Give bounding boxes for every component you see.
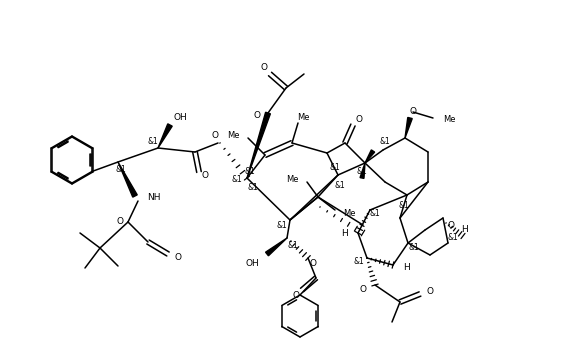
Text: Me: Me — [443, 115, 456, 125]
Polygon shape — [118, 162, 137, 197]
Polygon shape — [360, 163, 365, 178]
Text: &1: &1 — [448, 234, 458, 242]
Polygon shape — [405, 118, 412, 138]
Polygon shape — [247, 112, 270, 178]
Text: O: O — [211, 131, 219, 139]
Text: O: O — [410, 107, 416, 115]
Text: &1: &1 — [399, 200, 410, 210]
Text: &1: &1 — [148, 137, 158, 145]
Text: Me: Me — [296, 114, 309, 122]
Text: &1: &1 — [287, 241, 298, 251]
Text: O: O — [116, 217, 123, 227]
Text: &1: &1 — [357, 167, 367, 177]
Text: &1: &1 — [354, 257, 365, 266]
Text: OH: OH — [245, 258, 259, 268]
Text: &1: &1 — [245, 166, 256, 176]
Text: &1: &1 — [329, 164, 340, 172]
Text: &1: &1 — [248, 183, 258, 192]
Text: &1: &1 — [408, 242, 419, 251]
Text: NH: NH — [147, 193, 161, 201]
Text: H: H — [341, 228, 348, 238]
Text: &1: &1 — [277, 221, 287, 229]
Polygon shape — [158, 124, 172, 148]
Text: Me: Me — [286, 175, 299, 183]
Text: O: O — [174, 252, 182, 262]
Text: O: O — [427, 287, 433, 297]
Text: H: H — [461, 225, 468, 234]
Text: &1: &1 — [379, 137, 390, 147]
Polygon shape — [266, 238, 287, 256]
Text: H: H — [403, 263, 410, 272]
Text: O: O — [360, 285, 367, 295]
Text: &1: &1 — [335, 181, 345, 189]
Text: O: O — [202, 171, 208, 181]
Text: &1: &1 — [116, 166, 126, 175]
Text: O: O — [448, 221, 455, 229]
Text: O: O — [356, 115, 362, 125]
Text: OH: OH — [174, 114, 188, 122]
Text: &1: &1 — [370, 209, 381, 217]
Text: O: O — [310, 259, 316, 268]
Text: O: O — [293, 291, 299, 301]
Text: Me: Me — [228, 131, 240, 139]
Text: O: O — [261, 63, 268, 73]
Polygon shape — [365, 150, 375, 163]
Text: &1: &1 — [232, 176, 243, 184]
Text: Me: Me — [343, 209, 356, 217]
Text: O: O — [254, 110, 261, 120]
